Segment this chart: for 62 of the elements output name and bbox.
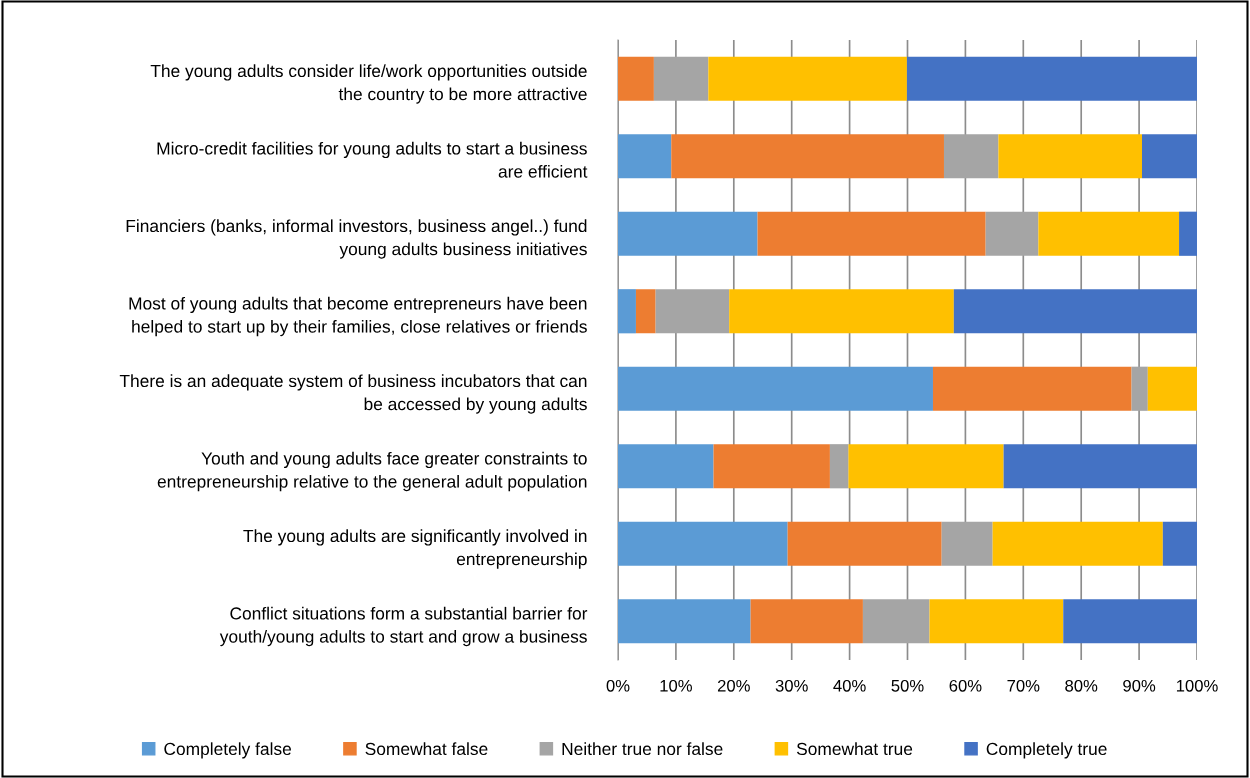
bar	[787, 521, 942, 566]
bar	[618, 211, 758, 256]
bar	[1131, 366, 1148, 411]
bar	[618, 444, 714, 489]
y-tick-label: Youth and young adults face greater constraints to entrepreneurship relative to the general adult population	[157, 451, 587, 492]
y-tick-label: There is an adequate system of business incubators that can be accessed by young adults	[119, 374, 587, 414]
bar	[653, 56, 709, 101]
legend-label: Somewhat false	[365, 742, 488, 756]
x-tick-label: 70%	[1007, 679, 1040, 692]
x-tick-label: 80%	[1065, 679, 1098, 692]
bar	[1038, 211, 1180, 256]
bar	[618, 134, 672, 179]
y-tick-label: Financiers (banks, informal investors, business angel..) fund young adults business initiatives	[126, 219, 587, 259]
x-tick-label: 40%	[833, 679, 866, 692]
bar	[998, 134, 1142, 179]
bar	[750, 599, 863, 644]
bar	[906, 56, 1197, 101]
y-tick-label: Conflict situations form a substantial barrier for youth/young adults to start and grow a business	[219, 606, 588, 647]
bar	[713, 444, 830, 489]
legend-label: Completely true	[986, 742, 1107, 759]
bar	[655, 289, 730, 334]
bar	[932, 366, 1132, 411]
bar	[829, 444, 849, 489]
y-tick-label: Micro-credit facilities for young adults to start a business are efficient	[157, 141, 588, 178]
bar	[992, 521, 1163, 566]
bar	[618, 289, 636, 334]
bar	[1179, 211, 1197, 256]
bar	[953, 289, 1197, 334]
bar	[1162, 521, 1197, 566]
bar	[848, 444, 1004, 489]
bar	[929, 599, 1064, 644]
bar	[941, 521, 993, 566]
bar	[862, 599, 930, 644]
x-tick-label: 30%	[775, 679, 808, 692]
bar	[671, 134, 944, 179]
bar	[618, 56, 654, 101]
y-tick-label: The young adults are significantly involved in entrepreneurship	[243, 529, 587, 569]
x-tick-label: 20%	[717, 679, 750, 692]
bar	[1003, 444, 1197, 489]
bar	[1063, 599, 1197, 644]
legend-label: Completely false	[164, 742, 292, 759]
x-tick-label: 10%	[660, 679, 692, 692]
bar	[618, 521, 788, 566]
bar	[757, 211, 986, 256]
legend-label: Neither true nor false	[562, 742, 723, 756]
x-tick-label: 90%	[1123, 679, 1156, 692]
bar	[729, 289, 954, 334]
x-tick-label: 100%	[1176, 679, 1218, 692]
bar	[1147, 366, 1197, 411]
x-tick-label: 0%	[606, 679, 630, 692]
x-tick-label: 50%	[891, 679, 924, 692]
bar	[635, 289, 656, 334]
y-tick-label: The young adults consider life/work opportunities outside the country to be more attractive	[150, 64, 587, 104]
bar	[1141, 134, 1197, 179]
legend-label: Somewhat true	[796, 742, 913, 756]
bar	[618, 599, 751, 644]
bar	[708, 56, 907, 101]
bar	[985, 211, 1039, 256]
bar	[943, 134, 999, 179]
x-tick-label: 60%	[949, 679, 982, 692]
bar	[618, 366, 933, 411]
y-tick-label: Most of young adults that become entrepreneurs have been helped to start up by their families, close relatives or friends	[129, 296, 587, 337]
